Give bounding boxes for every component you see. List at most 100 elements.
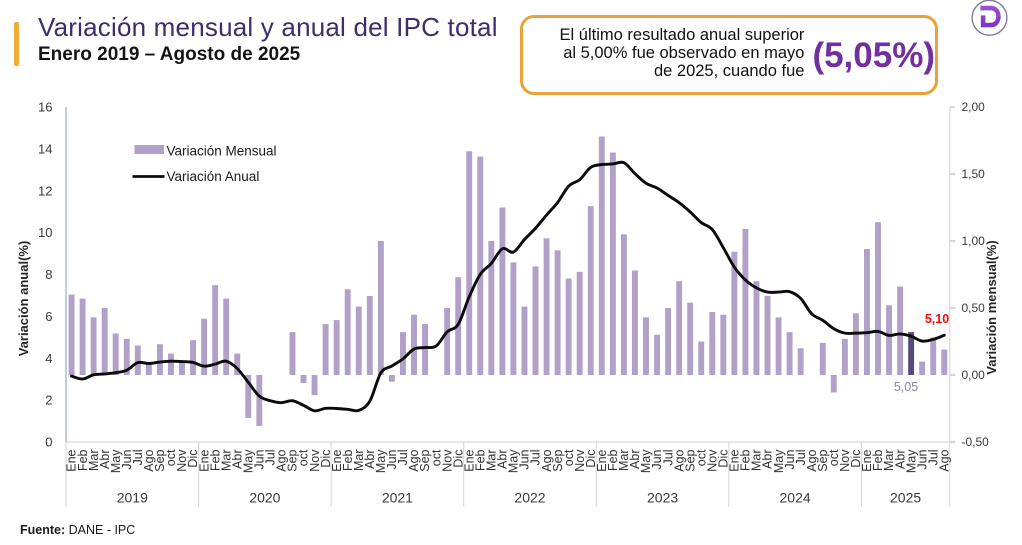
svg-text:Jun: Jun <box>253 449 267 469</box>
svg-text:May: May <box>507 449 521 473</box>
svg-text:Nov: Nov <box>440 449 454 472</box>
svg-text:Dic: Dic <box>186 450 200 468</box>
svg-text:May: May <box>374 449 388 473</box>
svg-text:Jun: Jun <box>783 449 797 469</box>
svg-text:Abr: Abr <box>363 450 377 469</box>
svg-text:May: May <box>242 449 256 473</box>
svg-text:Jul: Jul <box>529 450 543 466</box>
svg-text:Abr: Abr <box>893 450 907 469</box>
svg-text:2025: 2025 <box>890 490 921 506</box>
svg-text:2024: 2024 <box>780 490 811 506</box>
svg-text:Sep: Sep <box>683 449 697 471</box>
svg-text:Nov: Nov <box>308 449 322 472</box>
svg-text:Jul: Jul <box>794 450 808 466</box>
svg-text:10: 10 <box>38 225 52 240</box>
svg-text:Sep: Sep <box>153 449 167 471</box>
svg-text:5,05: 5,05 <box>894 380 918 394</box>
svg-text:Sep: Sep <box>816 449 830 471</box>
svg-text:Ago: Ago <box>938 449 952 471</box>
svg-text:Mar: Mar <box>485 450 499 472</box>
svg-text:12: 12 <box>38 183 52 198</box>
svg-text:Ene: Ene <box>65 449 79 471</box>
svg-text:Feb: Feb <box>606 449 620 471</box>
svg-text:Jun: Jun <box>915 449 929 469</box>
svg-text:6: 6 <box>45 309 52 324</box>
svg-text:Feb: Feb <box>871 449 885 471</box>
svg-text:oct: oct <box>694 449 708 466</box>
svg-text:Abr: Abr <box>761 450 775 469</box>
svg-text:Mar: Mar <box>882 450 896 472</box>
svg-text:oct: oct <box>164 449 178 466</box>
svg-text:Feb: Feb <box>76 449 90 471</box>
svg-text:oct: oct <box>429 449 443 466</box>
svg-text:Nov: Nov <box>175 449 189 472</box>
svg-text:Sep: Sep <box>551 449 565 471</box>
svg-text:Variación anual(%): Variación anual(%) <box>16 241 31 357</box>
svg-text:Sep: Sep <box>286 449 300 471</box>
svg-text:0,00: 0,00 <box>962 368 986 382</box>
svg-text:Mar: Mar <box>750 450 764 472</box>
svg-text:Mar: Mar <box>87 450 101 472</box>
svg-text:Ene: Ene <box>197 449 211 471</box>
svg-text:oct: oct <box>562 449 576 466</box>
svg-text:Feb: Feb <box>208 449 222 471</box>
svg-text:2021: 2021 <box>382 490 413 506</box>
svg-text:May: May <box>109 449 123 473</box>
svg-text:Ene: Ene <box>860 449 874 471</box>
svg-text:Ago: Ago <box>142 449 156 471</box>
svg-text:-0,50: -0,50 <box>962 435 990 449</box>
svg-text:Dic: Dic <box>584 450 598 468</box>
svg-text:Jul: Jul <box>661 450 675 466</box>
svg-text:Jul: Jul <box>131 450 145 466</box>
svg-text:Nov: Nov <box>706 449 720 472</box>
svg-text:Jun: Jun <box>120 449 134 469</box>
svg-text:Mar: Mar <box>219 450 233 472</box>
svg-text:Abr: Abr <box>496 449 510 468</box>
svg-text:Ene: Ene <box>330 449 344 471</box>
svg-text:Sep: Sep <box>418 449 432 471</box>
svg-text:Dic: Dic <box>451 450 465 468</box>
svg-text:Variación Mensual: Variación Mensual <box>167 144 277 159</box>
svg-text:2: 2 <box>45 393 52 408</box>
svg-text:Jul: Jul <box>264 450 278 466</box>
svg-text:4: 4 <box>45 351 52 366</box>
svg-text:May: May <box>772 449 786 473</box>
svg-text:2019: 2019 <box>117 490 148 506</box>
svg-text:Ago: Ago <box>805 449 819 471</box>
svg-text:Mar: Mar <box>617 450 631 472</box>
svg-text:Jun: Jun <box>385 449 399 469</box>
svg-text:Ene: Ene <box>728 449 742 471</box>
svg-text:2,00: 2,00 <box>962 100 986 114</box>
svg-text:Variación Anual: Variación Anual <box>167 169 260 184</box>
svg-text:Feb: Feb <box>739 449 753 471</box>
svg-text:Dic: Dic <box>319 450 333 468</box>
svg-text:5,10: 5,10 <box>925 312 949 326</box>
svg-text:Dic: Dic <box>849 450 863 468</box>
svg-text:May: May <box>904 449 918 473</box>
svg-text:Mar: Mar <box>352 450 366 472</box>
svg-text:Dic: Dic <box>717 450 731 468</box>
svg-text:May: May <box>639 449 653 473</box>
svg-text:oct: oct <box>297 449 311 466</box>
svg-text:Ene: Ene <box>595 449 609 471</box>
svg-text:Jul: Jul <box>926 450 940 466</box>
svg-text:Ene: Ene <box>462 449 476 471</box>
svg-text:Ago: Ago <box>540 449 554 471</box>
svg-text:2020: 2020 <box>249 490 280 506</box>
svg-text:Variación mensual(%): Variación mensual(%) <box>984 240 999 374</box>
svg-text:Jun: Jun <box>650 449 664 469</box>
svg-text:Abr: Abr <box>628 450 642 469</box>
svg-text:Abr: Abr <box>230 450 244 469</box>
svg-text:Ago: Ago <box>672 449 686 471</box>
svg-text:Nov: Nov <box>573 449 587 472</box>
svg-text:8: 8 <box>45 267 52 282</box>
svg-text:Ago: Ago <box>275 449 289 471</box>
svg-text:Jul: Jul <box>396 450 410 466</box>
svg-text:2022: 2022 <box>514 490 545 506</box>
svg-text:oct: oct <box>827 449 841 466</box>
svg-text:Nov: Nov <box>838 449 852 472</box>
svg-text:16: 16 <box>38 100 52 115</box>
svg-text:Feb: Feb <box>341 449 355 471</box>
svg-text:0: 0 <box>45 435 52 450</box>
svg-text:1,00: 1,00 <box>962 234 986 248</box>
